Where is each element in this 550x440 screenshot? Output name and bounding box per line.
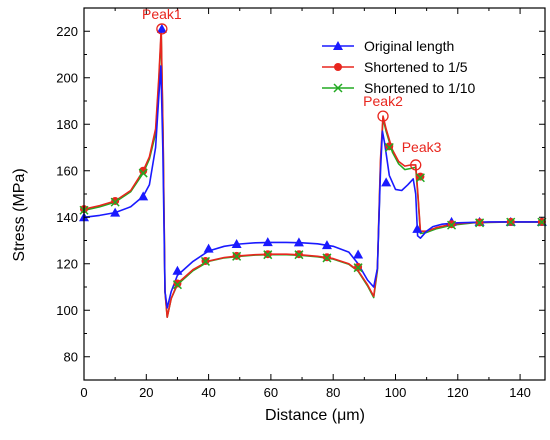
x-tick-label: 40 <box>201 385 215 400</box>
legend-label: Shortened to 1/5 <box>364 59 468 75</box>
axes-layer: 0 20 40 60 80 100 120 140 80 100 120 140 160 180 200 22… <box>56 7 546 400</box>
peak-label: Peak1 <box>142 6 182 22</box>
x-axis-label: Distance (μm) <box>265 407 365 424</box>
series-2-point <box>353 263 363 273</box>
legend-marker <box>334 63 342 71</box>
series-0-point <box>138 191 149 201</box>
series-2-point <box>110 197 120 207</box>
series-0-point <box>293 237 304 247</box>
series-2-point <box>263 250 273 260</box>
series-0-point <box>321 240 332 250</box>
series-line-1 <box>83 28 545 318</box>
y-tick-label: 120 <box>56 256 78 271</box>
series-0-point <box>110 207 121 217</box>
series-0-point <box>203 243 214 253</box>
series-2-point <box>138 168 148 178</box>
series-0-point <box>353 249 364 259</box>
x-tick-label: 140 <box>509 385 531 400</box>
legend-marker <box>333 41 343 50</box>
series-layer <box>79 23 547 318</box>
series-2-point <box>172 280 182 290</box>
series-2-point <box>322 253 332 263</box>
series-0-point <box>262 237 273 247</box>
peak-marker <box>156 23 168 35</box>
series-1-point <box>139 166 148 175</box>
series-2-point <box>506 217 516 227</box>
series-2-point <box>294 250 304 260</box>
y-axis-label: Stress (MPa) <box>11 168 28 261</box>
series-2-point <box>200 256 211 266</box>
y-tick-label: 80 <box>64 349 78 364</box>
series-1-point <box>416 172 425 181</box>
annotation-layer: Peak1 Peak2 Peak3 <box>142 6 442 171</box>
x-tick-label: 0 <box>80 385 87 400</box>
legend-label: Shortened to 1/10 <box>364 80 476 96</box>
x-tick-label: 100 <box>385 385 407 400</box>
peak-marker <box>377 110 389 122</box>
x-tick-label: 80 <box>326 385 340 400</box>
series-0-point <box>172 265 183 275</box>
legend-marker <box>333 83 343 93</box>
peak-marker <box>410 159 422 171</box>
x-tick-label: 20 <box>139 385 153 400</box>
series-1-point <box>385 142 394 151</box>
y-tick-label: 220 <box>56 24 78 39</box>
series-line-2 <box>83 32 545 318</box>
legend-label: Original length <box>364 38 454 54</box>
y-tick-label: 160 <box>56 163 78 178</box>
series-2-point <box>475 218 485 228</box>
peak-label: Peak3 <box>402 139 442 155</box>
series-1-point <box>173 279 182 288</box>
series-0-point <box>231 238 242 248</box>
series-2-point <box>447 220 457 230</box>
series-1-point <box>111 196 120 205</box>
y-tick-label: 200 <box>56 70 78 85</box>
peak-label: Peak2 <box>363 93 403 109</box>
x-tick-label: 60 <box>264 385 278 400</box>
legend: Original length Shortened to 1/5 Shortened… <box>322 38 476 96</box>
series-2-point <box>415 173 425 183</box>
series-2-point <box>384 142 394 153</box>
y-tick-label: 100 <box>56 303 78 318</box>
series-0-point <box>381 177 392 187</box>
plot-frame <box>83 7 546 381</box>
y-tick-label: 140 <box>56 210 78 225</box>
series-line-0 <box>83 65 545 309</box>
series-0-point <box>156 23 167 33</box>
y-tick-label: 180 <box>56 117 78 132</box>
series-0-point <box>412 223 423 233</box>
x-tick-label: 120 <box>447 385 469 400</box>
series-2-point <box>232 251 242 261</box>
